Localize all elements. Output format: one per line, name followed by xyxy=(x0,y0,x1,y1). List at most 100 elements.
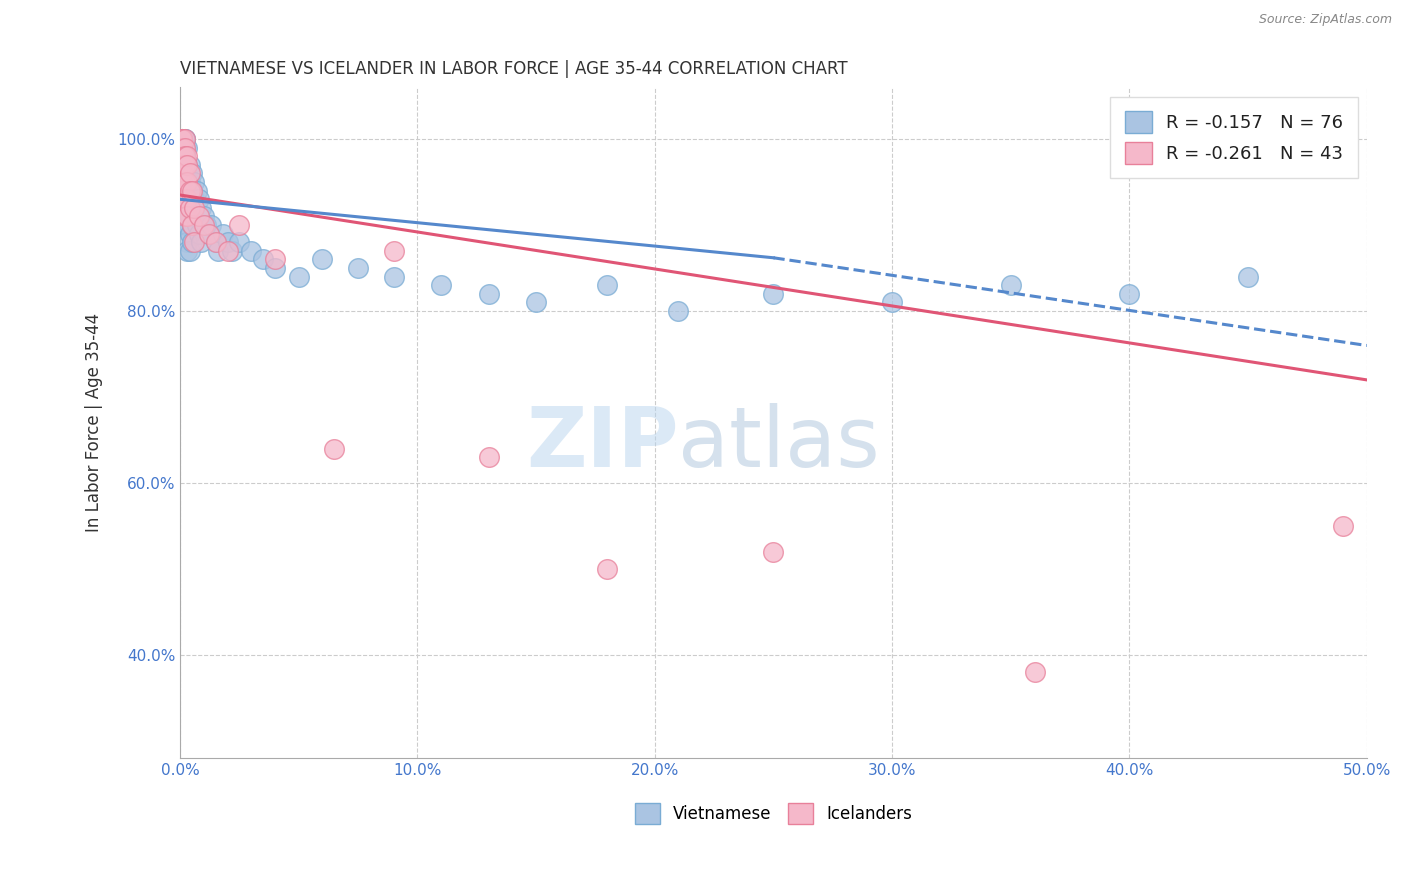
Point xyxy=(172,141,194,155)
Point xyxy=(193,210,215,224)
Point xyxy=(176,141,198,155)
Point xyxy=(172,184,194,198)
Point xyxy=(217,235,239,250)
Point xyxy=(183,175,205,189)
Point xyxy=(183,235,205,250)
Point xyxy=(180,218,202,232)
Point xyxy=(173,175,195,189)
Point xyxy=(173,141,195,155)
Point xyxy=(204,235,226,250)
Point xyxy=(200,218,222,232)
Point xyxy=(176,166,198,180)
Point xyxy=(172,141,194,155)
Point xyxy=(176,210,198,224)
Point xyxy=(176,149,198,163)
Point xyxy=(228,218,250,232)
Point xyxy=(1237,269,1260,284)
Point xyxy=(173,132,195,146)
Point xyxy=(176,158,198,172)
Point xyxy=(180,184,202,198)
Point xyxy=(172,132,194,146)
Point xyxy=(180,235,202,250)
Point xyxy=(252,252,274,267)
Point xyxy=(221,244,243,258)
Point xyxy=(1024,665,1046,680)
Point xyxy=(180,166,202,180)
Point xyxy=(173,175,195,189)
Text: VIETNAMESE VS ICELANDER IN LABOR FORCE | AGE 35-44 CORRELATION CHART: VIETNAMESE VS ICELANDER IN LABOR FORCE |… xyxy=(180,60,848,78)
Point xyxy=(596,562,619,576)
Point xyxy=(1000,278,1022,293)
Point xyxy=(179,244,201,258)
Point xyxy=(186,184,208,198)
Point xyxy=(596,278,619,293)
Point xyxy=(172,175,194,189)
Point xyxy=(173,132,195,146)
Point xyxy=(240,244,263,258)
Point xyxy=(173,158,195,172)
Point xyxy=(172,132,194,146)
Point xyxy=(173,192,195,206)
Point xyxy=(173,201,195,215)
Point xyxy=(179,227,201,241)
Point xyxy=(172,149,194,163)
Point xyxy=(179,175,201,189)
Point xyxy=(172,132,194,146)
Point xyxy=(176,175,198,189)
Text: atlas: atlas xyxy=(679,402,880,483)
Point xyxy=(176,192,198,206)
Point xyxy=(179,166,201,180)
Point xyxy=(172,132,194,146)
Point xyxy=(183,192,205,206)
Point xyxy=(183,210,205,224)
Point xyxy=(762,545,785,559)
Point xyxy=(264,261,287,276)
Point xyxy=(228,235,250,250)
Point xyxy=(172,158,194,172)
Point xyxy=(172,166,194,180)
Point xyxy=(173,210,195,224)
Point xyxy=(188,227,211,241)
Point xyxy=(179,158,201,172)
Point xyxy=(172,158,194,172)
Point xyxy=(176,158,198,172)
Point xyxy=(188,192,211,206)
Point xyxy=(172,166,194,180)
Point xyxy=(762,286,785,301)
Point xyxy=(382,269,405,284)
Point xyxy=(478,450,501,465)
Point xyxy=(204,235,226,250)
Point xyxy=(176,244,198,258)
Point xyxy=(172,132,194,146)
Point xyxy=(180,184,202,198)
Point xyxy=(323,442,346,456)
Point xyxy=(195,218,218,232)
Point xyxy=(173,166,195,180)
Point xyxy=(668,304,690,318)
Point xyxy=(180,218,202,232)
Point xyxy=(173,132,195,146)
Point xyxy=(173,141,195,155)
Point xyxy=(347,261,370,276)
Y-axis label: In Labor Force | Age 35-44: In Labor Force | Age 35-44 xyxy=(86,313,103,533)
Point xyxy=(287,269,309,284)
Point xyxy=(173,149,195,163)
Point xyxy=(179,210,201,224)
Point xyxy=(172,132,194,146)
Legend: Vietnamese, Icelanders: Vietnamese, Icelanders xyxy=(628,797,920,830)
Point xyxy=(197,227,219,241)
Point xyxy=(1331,519,1354,533)
Point xyxy=(172,132,194,146)
Point xyxy=(172,175,194,189)
Point xyxy=(311,252,333,267)
Point xyxy=(176,235,198,250)
Point xyxy=(207,244,229,258)
Point xyxy=(217,244,239,258)
Point xyxy=(188,210,211,224)
Point xyxy=(176,192,198,206)
Point xyxy=(264,252,287,267)
Point xyxy=(190,201,212,215)
Point xyxy=(172,132,194,146)
Point xyxy=(197,227,219,241)
Point xyxy=(179,201,201,215)
